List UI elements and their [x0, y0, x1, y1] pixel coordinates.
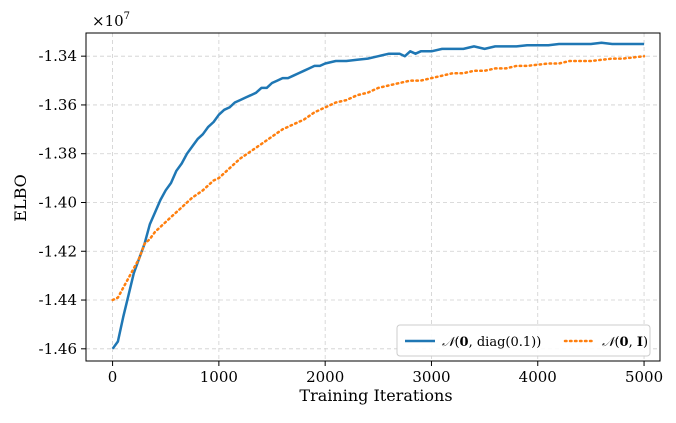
legend-label-series-2: 𝒩(0, I) [602, 335, 648, 350]
y-tick-label: -1.46 [39, 340, 77, 358]
x-tick-label: 2000 [306, 368, 344, 386]
x-tick-label: 5000 [625, 368, 663, 386]
y-tick-label: -1.42 [39, 242, 77, 260]
y-tick-label: -1.44 [39, 291, 77, 309]
tick-layer: 0 1000 2000 3000 4000 5000 -1.46 -1.44 -1.42 -1.4… [39, 47, 664, 386]
x-axis-label: Training Iterations [299, 386, 452, 405]
legend-label-series-1: 𝒩(0, diag(0.1)) [442, 335, 541, 350]
legend-box [396, 324, 651, 357]
y-tick-label: -1.38 [39, 145, 77, 163]
grid-layer [86, 33, 660, 361]
x-tick-label: 3000 [412, 368, 450, 386]
y-scale-factor-base: ×10 [92, 12, 124, 30]
y-scale-factor-exponent: 7 [124, 11, 130, 22]
x-tick-label: 1000 [200, 368, 238, 386]
x-tick-label: 4000 [519, 368, 557, 386]
series-line-2 [111, 54, 646, 302]
legend: 𝒩(0, diag(0.1)) 𝒩(0, I) [396, 324, 651, 357]
series-layer [111, 41, 646, 350]
x-tick-label: 0 [108, 368, 118, 386]
y-tick-label: -1.34 [39, 47, 77, 65]
y-scale-factor-label: ×107 [92, 11, 130, 30]
y-tick-label: -1.40 [39, 193, 77, 211]
y-axis-label: ELBO [11, 174, 30, 221]
y-tick-label: -1.36 [39, 96, 77, 114]
plot-frame [85, 32, 661, 362]
series-line-1 [111, 41, 645, 350]
